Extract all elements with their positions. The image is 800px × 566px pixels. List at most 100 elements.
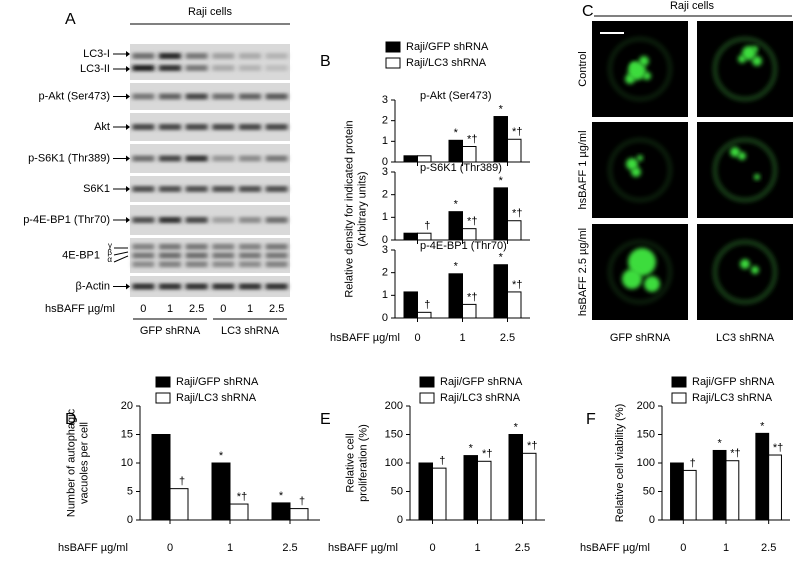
significance-label: *	[454, 127, 459, 139]
blot-band	[132, 124, 155, 130]
y-tick-label: 0	[127, 514, 133, 526]
blot-band	[265, 283, 288, 290]
y-tick-label: 200	[385, 400, 403, 412]
legend-label: Raji/GFP shRNA	[692, 376, 775, 388]
significance-label: *†	[467, 291, 477, 303]
x-tick-label: 2.5	[515, 542, 530, 554]
group-label: LC3 shRNA	[221, 325, 280, 337]
isoform-label: α	[107, 255, 112, 264]
blot-band	[132, 65, 155, 71]
micrograph-row-label: hsBAFF 2.5 µg/ml	[577, 228, 589, 316]
y-tick-label: 20	[121, 400, 133, 412]
gfp-puncta	[754, 174, 760, 180]
row-arrowhead	[126, 283, 130, 290]
isoform-label: β	[107, 248, 112, 257]
dose-label: 2.5	[269, 303, 284, 315]
micrograph-row-label: hsBAFF 1 µg/ml	[577, 130, 589, 209]
gfp-puncta	[752, 56, 762, 66]
y-tick-label: 0	[649, 514, 655, 526]
y-axis-label: Number of autophagic	[65, 408, 77, 517]
micrograph-row-label: Control	[577, 51, 589, 86]
gfp-puncta	[738, 152, 746, 160]
significance-label: *†	[237, 491, 247, 503]
legend-swatch	[419, 376, 435, 388]
significance-label: †	[690, 457, 696, 469]
blot-strip	[130, 276, 290, 297]
significance-label: †	[424, 220, 430, 232]
micrograph	[697, 224, 793, 320]
bar	[463, 455, 478, 521]
bar	[403, 232, 418, 241]
bar	[462, 146, 477, 163]
significance-label: *	[219, 450, 224, 462]
blot-band	[239, 53, 261, 59]
gfp-puncta	[644, 276, 660, 292]
blot-band	[132, 243, 155, 250]
blot-band	[212, 243, 235, 250]
blot-band	[185, 186, 208, 192]
blot-strip	[130, 205, 290, 235]
panel-letter: B	[320, 53, 331, 70]
bar	[448, 139, 463, 163]
blot-strip	[130, 238, 290, 273]
significance-label: †	[424, 299, 430, 311]
row-arrowhead	[126, 155, 130, 162]
blot-band	[212, 261, 235, 268]
x-axis-label: hsBAFF µg/ml	[58, 542, 128, 554]
gfp-puncta	[631, 167, 641, 177]
gfp-puncta	[637, 155, 643, 161]
gfp-puncta	[751, 266, 759, 274]
blot-band	[185, 217, 208, 223]
blot-title: Raji cells	[188, 6, 233, 18]
x-tick-label: 1	[474, 542, 480, 554]
isoform-tick	[113, 255, 129, 263]
significance-label: *†	[527, 440, 537, 452]
bar	[403, 155, 418, 163]
blot-band	[239, 252, 261, 259]
y-tick-label: 5	[127, 485, 133, 497]
x-tick-label: 0	[414, 332, 420, 344]
blot-row-label: p-Akt (Ser473)	[38, 90, 110, 102]
bar	[493, 187, 508, 241]
blot-band	[159, 186, 181, 192]
panel-letter: A	[65, 11, 76, 28]
panel-letter: E	[320, 411, 331, 428]
blot-band	[239, 261, 261, 268]
blot-band	[212, 217, 235, 223]
y-tick-label: 1	[382, 135, 388, 147]
blot-row-label: S6K1	[83, 183, 110, 195]
cell-outline	[607, 36, 673, 102]
micrograph-column-label: GFP shRNA	[610, 332, 671, 344]
blot-band	[239, 124, 261, 130]
isoform-label: γ	[108, 241, 112, 250]
significance-label: *	[454, 199, 459, 211]
blot-strip	[130, 44, 290, 80]
significance-label: *	[499, 252, 504, 264]
significance-label: *	[514, 421, 519, 433]
blot-band	[132, 283, 155, 290]
legend-label: Raji/LC3 shRNA	[692, 392, 773, 404]
cell-outline	[712, 137, 778, 203]
bar	[462, 228, 477, 241]
significance-label: *†	[467, 216, 477, 228]
x-tick-label: 1	[723, 542, 729, 554]
blot-band	[265, 261, 288, 268]
gfp-puncta	[752, 46, 758, 52]
significance-label: *	[279, 490, 284, 502]
blot-band	[239, 217, 261, 223]
x-tick-label: 1	[459, 332, 465, 344]
significance-label: *†	[773, 442, 783, 454]
gfp-puncta	[626, 158, 638, 170]
blot-band	[265, 186, 288, 192]
significance-label: †	[179, 476, 185, 488]
legend-swatch	[671, 376, 687, 388]
blot-band	[185, 53, 208, 59]
blot-band	[239, 65, 261, 71]
bar	[477, 460, 492, 521]
group-label: GFP shRNA	[140, 325, 201, 337]
blot-strip	[130, 176, 290, 202]
x-tick-label: 0	[680, 542, 686, 554]
bar	[507, 138, 522, 163]
